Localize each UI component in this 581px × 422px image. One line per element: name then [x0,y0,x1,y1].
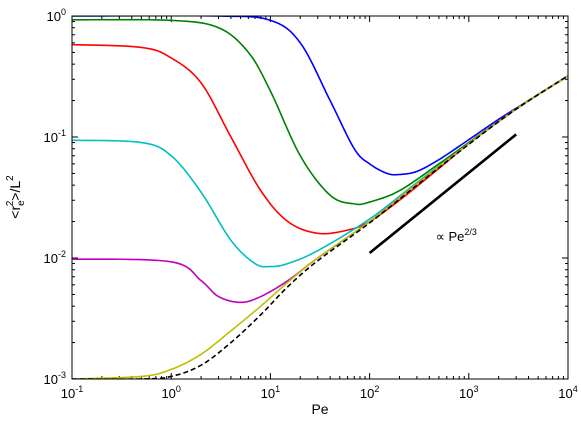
x-tick-label: 103 [459,384,478,401]
x-tick-base: 10 [360,386,374,401]
x-tick-exponent: -1 [75,384,83,394]
y-tick-label: 10-1 [44,128,66,145]
x-tick-exponent: 2 [374,384,379,394]
y-tick-label: 10-3 [44,370,66,387]
y-axis-label: <re2>/L2 [5,175,27,219]
x-tick-labels: 10-1 100 101 102 103 104 [61,384,578,401]
y-label-sup: 2 [5,200,16,206]
y-tick-exponent: -3 [58,370,66,380]
y-label-prefix: <r [7,206,23,219]
y-label-sub: e [16,200,27,206]
y-tick-base: 10 [47,9,61,24]
y-tick-exponent: -1 [58,128,66,138]
y-tick-base: 10 [44,130,58,145]
series-line-7 [72,75,568,379]
reference-label-text: ∝ Pe [436,229,465,244]
plot-area [72,16,568,379]
y-tick-base: 10 [44,251,58,266]
series-group [72,16,568,379]
y-tick-base: 10 [44,372,58,387]
series-line-6 [72,75,568,379]
x-tick-label: 102 [360,384,379,401]
x-tick-exponent: 3 [474,384,479,394]
x-tick-base: 10 [459,386,473,401]
y-tick-exponent: -2 [58,249,66,259]
series-line-1 [72,16,568,176]
x-tick-base: 10 [161,386,175,401]
y-tick-exponent: 0 [61,7,66,17]
y-tick-label: 10-2 [44,249,66,266]
x-tick-exponent: 4 [573,384,578,394]
x-tick-label: 104 [558,384,577,401]
x-tick-base: 10 [558,386,572,401]
x-tick-base: 10 [261,386,275,401]
x-tick-exponent: 1 [275,384,280,394]
y-tick-label: 100 [47,7,66,24]
x-tick-label: 101 [261,384,280,401]
x-tick-exponent: 0 [176,384,181,394]
reference-label-exponent: 2/3 [464,227,477,237]
plot-frame [71,15,569,380]
x-tick-label: 10-1 [61,384,83,401]
x-tick-base: 10 [61,386,75,401]
y-label-mid: >/L [7,181,23,201]
reference-slope-line [368,133,517,255]
x-axis-label: Pe [311,401,328,417]
y-label-sup2: 2 [5,175,16,181]
x-tick-label: 100 [161,384,180,401]
reference-slope-label: ∝ Pe2/3 [436,227,477,244]
